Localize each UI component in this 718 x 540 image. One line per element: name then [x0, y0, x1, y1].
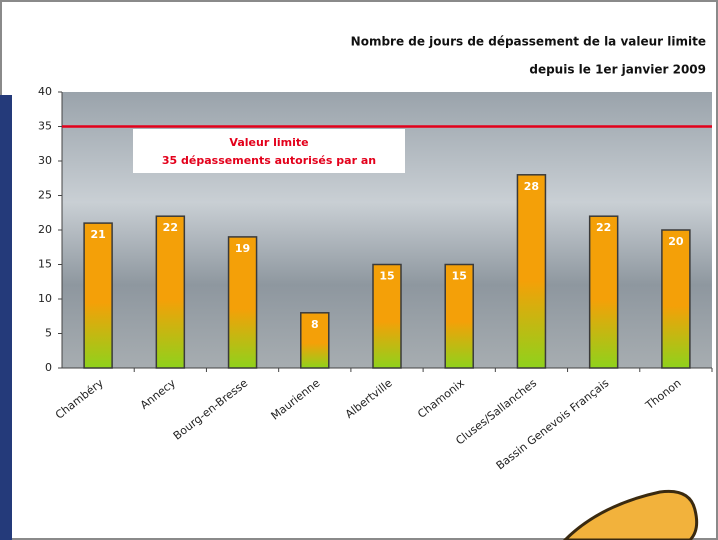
- value-label: 22: [596, 221, 611, 234]
- value-label: 28: [524, 180, 539, 193]
- chart-title: Nombre de jours de dépassement de la val…: [351, 35, 706, 49]
- bar: [590, 216, 618, 368]
- value-label: 15: [379, 270, 394, 283]
- chart-subtitle: depuis le 1er janvier 2009: [529, 63, 706, 77]
- value-label: 15: [452, 270, 467, 283]
- value-label: 21: [90, 228, 105, 241]
- annotation: Valeur limite: [229, 136, 308, 149]
- page: Nombre de jours de dépassement de la val…: [0, 0, 718, 540]
- bar: [662, 230, 690, 368]
- chart: Nombre de jours de dépassement de la val…: [0, 0, 718, 540]
- value-label: 22: [163, 221, 178, 234]
- bar: [156, 216, 184, 368]
- y-tick-label: 0: [45, 361, 52, 374]
- value-label: 19: [235, 242, 250, 255]
- y-tick-label: 15: [38, 258, 52, 271]
- y-tick-label: 30: [38, 154, 52, 167]
- value-label: 8: [311, 318, 319, 331]
- y-tick-label: 40: [38, 85, 52, 98]
- y-tick-label: 10: [38, 292, 52, 305]
- y-tick-label: 20: [38, 223, 52, 236]
- y-tick-label: 5: [45, 327, 52, 340]
- annotation: 35 dépassements autorisés par an: [162, 154, 376, 167]
- y-tick-label: 25: [38, 189, 52, 202]
- value-label: 20: [668, 235, 684, 248]
- bar: [517, 175, 545, 368]
- bar: [84, 223, 112, 368]
- y-tick-label: 35: [38, 120, 52, 133]
- side-strip: [0, 95, 12, 540]
- bar: [229, 237, 257, 368]
